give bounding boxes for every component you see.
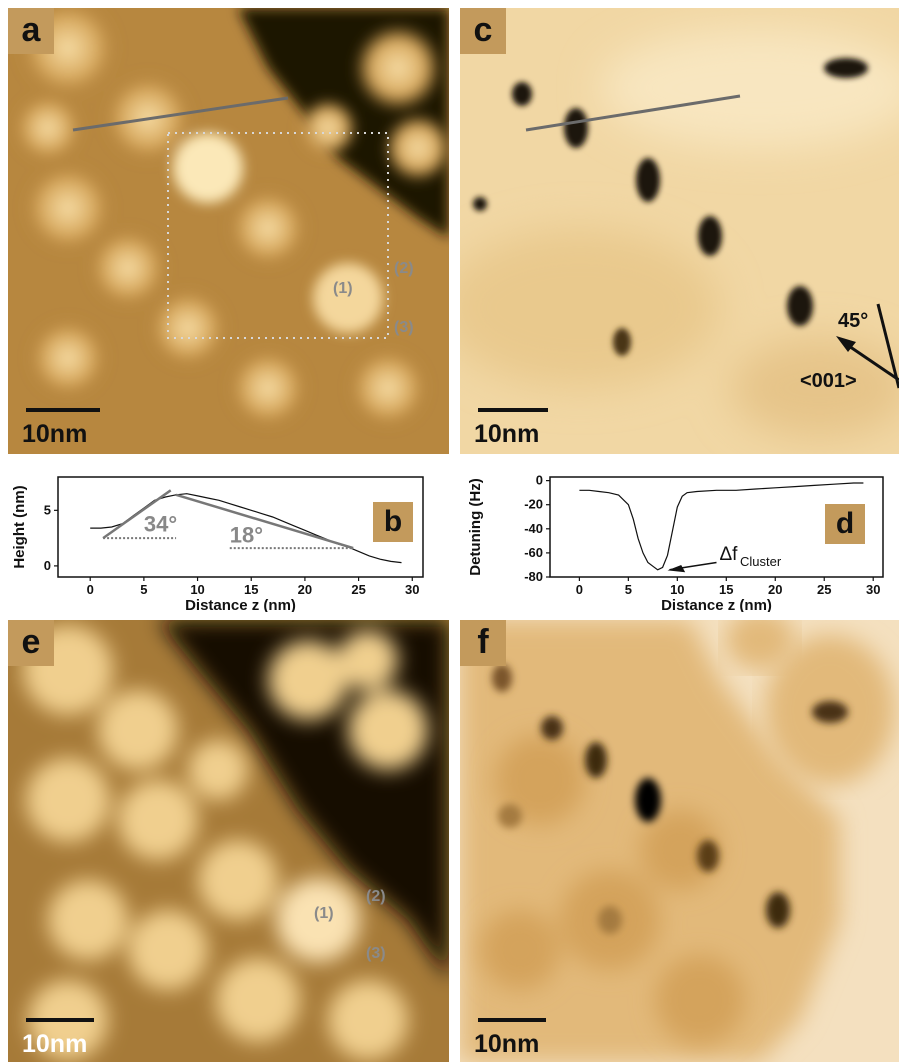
chart-b-letter: b [373,502,413,542]
chart-b-ylabel: Height (nm) [11,485,28,568]
chart-b: 0 5 10 15 20 25 30 0 5 Distance z (nm) Height (nm)… [8,462,449,614]
panel-e-letter: e [8,620,54,666]
panel-e-scale-label: 10nm [22,1030,88,1058]
chart-d-frame [549,476,884,578]
chart-d-annotation-cluster: Cluster [740,554,782,569]
panel-f-letter: f [460,620,506,666]
panel-f-scalebar [478,1018,546,1022]
chart-b-ytick-label: 0 [44,558,51,573]
chart-b-slope-34 [102,489,172,540]
chart-d-xtick-label: 15 [719,582,733,597]
panel-a-marker-3: (3) [394,319,414,336]
chart-d-xtick-label: 20 [768,582,782,597]
chart-d-xlabel: Distance z (nm) [661,597,772,612]
panel-e: e (1) (2) (3) 10nm [8,620,449,1062]
panel-c-angle-label: 45° [838,310,869,332]
chart-d-ytick-label: 0 [536,473,543,488]
panel-c-afm-image [460,8,899,454]
chart-d-svg: 0 5 10 15 20 25 30 0 -20 -40 -60 -80 Distance z (nm)… [467,473,884,614]
chart-b-xtick-label: 25 [351,582,365,597]
panel-c-scale-label: 10nm [474,420,540,448]
panel-e-scalebar [26,1018,94,1022]
panel-a-letter: a [8,8,54,54]
chart-b-ytick-label: 5 [44,502,51,517]
chart-d: 0 5 10 15 20 25 30 0 -20 -40 -60 -80 Distance z (nm)… [460,462,899,614]
chart-d-series-line [579,482,864,571]
chart-b-xtick-label: 20 [298,582,312,597]
chart-b-xtick-label: 5 [140,582,147,597]
chart-d-xtick-label: 10 [670,582,684,597]
panel-e-afm-image [8,620,449,1062]
panel-a-afm-image [8,8,449,454]
chart-b-slope-18 [175,493,354,550]
chart-d-ytick-label: -80 [524,569,543,584]
chart-d-ylabel: Detuning (Hz) [467,478,484,575]
chart-d-xtick-label: 0 [576,582,583,597]
chart-b-svg: 0 5 10 15 20 25 30 0 5 Distance z (nm) Height (nm)… [11,476,424,614]
panel-a-scalebar [26,408,100,412]
panel-c: c 45° <001> 10nm [460,8,899,454]
chart-d-ytick-label: -20 [524,497,543,512]
panel-f: f 10nm [460,620,899,1062]
chart-b-frame [57,476,424,578]
panel-f-scale-label: 10nm [474,1030,540,1058]
chart-d-ytick-label: -60 [524,545,543,560]
panel-a-scale-label: 10nm [22,420,88,448]
panel-e-marker-2: (2) [366,888,386,905]
chart-b-xtick-label: 30 [405,582,419,597]
chart-d-xtick-label: 5 [625,582,632,597]
chart-b-annotation-18: 18° [230,523,263,548]
panel-c-letter: c [460,8,506,54]
panel-a: a (1) (2) (3) 10nm [8,8,449,454]
panel-a-marker-2: (2) [394,260,414,277]
panel-e-marker-1: (1) [314,905,334,922]
panel-a-marker-1: (1) [333,280,353,297]
chart-d-annotation-delta-f: Δf [719,544,738,565]
panel-c-scalebar [478,408,548,412]
panel-f-afm-image [460,620,899,1062]
chart-b-xtick-label: 0 [87,582,94,597]
chart-d-xtick-label: 25 [817,582,831,597]
chart-b-xtick-label: 10 [190,582,204,597]
panel-e-marker-3: (3) [366,945,386,962]
chart-d-ytick-label: -40 [524,521,543,536]
panel-c-direction-label: <001> [800,370,857,392]
chart-d-arrowhead [667,565,686,573]
chart-d-xtick-label: 30 [866,582,880,597]
chart-b-xlabel: Distance z (nm) [185,597,296,612]
chart-d-letter: d [825,504,865,544]
chart-b-xtick-label: 15 [244,582,258,597]
chart-b-annotation-34: 34° [144,511,177,536]
